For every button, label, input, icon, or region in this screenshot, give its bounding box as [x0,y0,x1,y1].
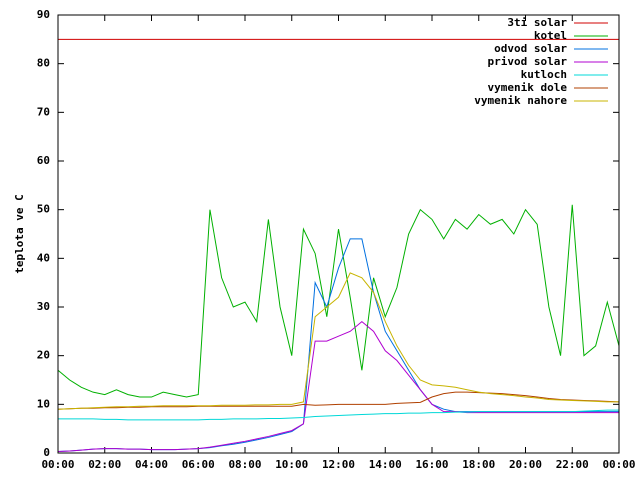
y-tick-label: 70 [37,105,50,118]
y-tick-label: 10 [37,397,50,410]
y-tick-label: 20 [37,349,50,362]
y-tick-label: 30 [37,300,50,313]
y-tick-label: 60 [37,154,50,167]
x-tick-label: 00:00 [41,458,74,471]
legend-label: vymenik nahore [474,94,567,107]
y-tick-label: 40 [37,251,50,264]
x-tick-label: 02:00 [88,458,121,471]
x-tick-label: 10:00 [275,458,308,471]
series-line [57,272,619,410]
legend-label: privod solar [488,55,568,68]
x-tick-label: 22:00 [556,458,589,471]
series-line [58,409,619,421]
x-tick-label: 14:00 [369,458,402,471]
plot-frame [57,14,620,454]
x-tick-label: 20:00 [509,458,542,471]
x-tick-label: 08:00 [228,458,261,471]
y-tick-label: 0 [43,446,50,459]
legend-label: kutloch [521,68,567,81]
series-line [57,320,619,453]
legend-label: 3ti solar [507,16,567,29]
y-tick-label: 90 [37,8,50,21]
y-tick-label: 50 [37,203,50,216]
x-tick-label: 06:00 [182,458,215,471]
y-axis-label: teplota ve C [13,194,26,273]
y-tick-label: 80 [37,57,50,70]
x-tick-label: 00:00 [602,458,635,471]
legend-label: vymenik dole [488,81,568,94]
x-tick-label: 16:00 [415,458,448,471]
series-line [57,204,620,398]
legend-label: odvod solar [494,42,567,55]
legend-label: kotel [534,29,567,42]
x-tick-label: 04:00 [135,458,168,471]
x-tick-label: 18:00 [462,458,495,471]
x-tick-label: 12:00 [322,458,355,471]
